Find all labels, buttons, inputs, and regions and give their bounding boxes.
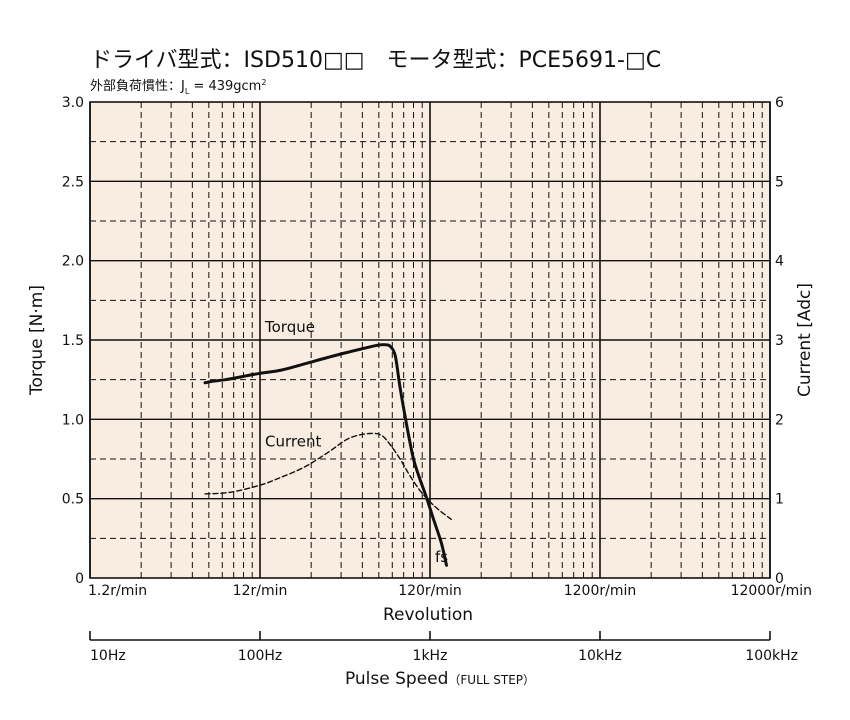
y-axis-right-label: Current [Adc] (795, 283, 815, 397)
tick-labels: 0 0.5 1.0 1.5 2.0 2.5 3.0 0 1 2 3 4 5 6 1.2r/min 12r/mi… (62, 95, 812, 599)
chart-title: ドライバ型式：ISD510□□ モータ型式：PCE5691-□C (90, 48, 661, 73)
pulse-axis-label: Pulse Speed（FULL STEP） (345, 669, 535, 689)
pulse-tick-label: 100Hz (238, 648, 283, 664)
y-left-tick-label: 1.0 (62, 412, 84, 428)
pulse-tick-label: 100kHz (745, 648, 798, 664)
annotation-current: Current (265, 432, 321, 450)
grid-lines (89, 102, 771, 578)
pulse-axis-label-note: （FULL STEP） (448, 673, 535, 687)
subtitle-label: 外部負荷慣性：J (90, 78, 185, 94)
y-right-tick-label: 2 (775, 412, 784, 428)
pulse-tick-label: 10kHz (578, 648, 622, 664)
x-axis-label: Revolution (383, 605, 473, 625)
y-right-tick-label: 4 (775, 254, 784, 270)
annotation-torque: Torque (264, 318, 315, 336)
y-left-tick-label: 1.5 (62, 333, 84, 349)
x-tick-label: 12000r/min (731, 583, 812, 599)
x-tick-label: 1200r/min (564, 583, 637, 599)
series-lines (203, 343, 452, 567)
pulse-axis-label-main: Pulse Speed (345, 669, 448, 689)
y-left-tick-label: 2.0 (62, 254, 84, 270)
y-right-tick-label: 1 (775, 492, 784, 508)
pulse-tick-label: 10Hz (90, 648, 126, 664)
subtitle-value: = 439gcm (189, 79, 261, 94)
frame-rect (89, 101, 771, 579)
y-right-tick-label: 5 (775, 174, 784, 190)
y-left-tick-label: 3.0 (62, 95, 84, 111)
plot-frame (89, 101, 771, 579)
pulse-speed-axis: 10Hz 100Hz 1kHz 10kHz 100kHz (89, 631, 798, 664)
x-tick-label: 12r/min (233, 583, 288, 599)
y-axis-left-label: Torque [N·m] (27, 285, 47, 396)
y-left-tick-label: 2.5 (62, 174, 84, 190)
chart-subtitle: 外部負荷慣性：JL = 439gcm2 (90, 78, 266, 96)
annotation-fs: fs (435, 548, 448, 566)
pulse-tick-label: 1kHz (413, 648, 448, 664)
annotations: Torque Current fs (264, 318, 448, 566)
series-line-torque (203, 343, 448, 567)
y-right-tick-label: 3 (775, 333, 784, 349)
subtitle-sup: 2 (261, 78, 266, 87)
y-left-tick-label: 0.5 (62, 492, 84, 508)
y-right-tick-label: 0 (775, 571, 784, 587)
x-tick-label: 1.2r/min (88, 583, 147, 599)
y-right-tick-label: 6 (775, 95, 784, 111)
series-line-current (204, 432, 452, 520)
subtitle-sub: L (185, 87, 190, 96)
y-left-tick-label: 0 (75, 571, 84, 587)
x-tick-label: 120r/min (398, 583, 462, 599)
